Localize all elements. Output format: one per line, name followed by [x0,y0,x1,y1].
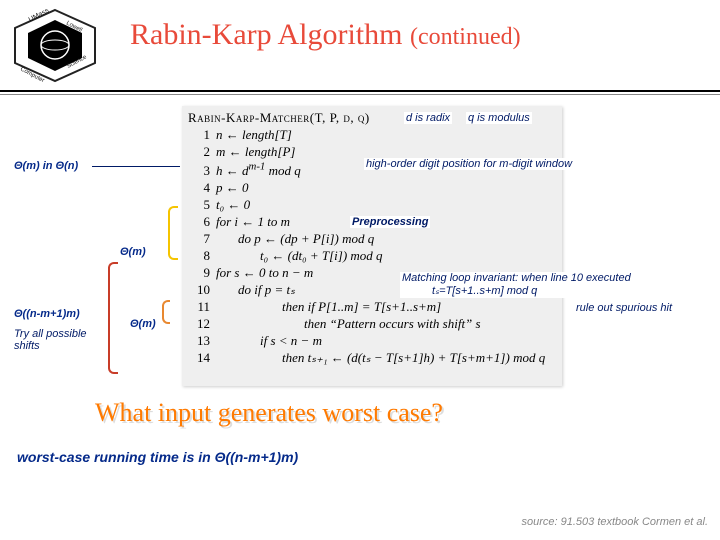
label-d-radix: d is radix [404,112,452,124]
algo-line: 12then “Pattern occurs with shift” s [188,316,556,332]
divider-thick [0,90,720,92]
algo-line: 5t₀ ← 0 [188,197,556,213]
label-matching-loop: Matching loop invariant: when line 10 ex… [400,272,710,298]
label-high-order: high-order digit position for m-digit wi… [364,158,574,170]
label-q-modulus: q is modulus [466,112,532,124]
algo-line: 13if s < n − m [188,333,556,349]
algo-line: 1n ← length[T] [188,127,556,143]
bracket-line11 [162,300,170,324]
label-try-shifts: Try all possible shifts [14,328,94,352]
algo-line: 7do p ← (dp + P[i]) mod q [188,231,556,247]
source-citation: source: 91.503 textbook Cormen et al. [522,516,709,528]
title-sub: (continued) [410,24,521,50]
label-rule-out: rule out spurious hit [574,302,674,314]
bracket-preprocessing [168,206,178,260]
matching-loop-line2: tₛ=T[s+1..s+m] mod q [402,285,537,297]
algorithm-box: Rabin-Karp-Matcher(T, P, d, q) 1n ← leng… [182,106,562,386]
label-theta-m-n: Θ(m) in Θ(n) [12,160,80,172]
big-question: What input generates worst case? [95,398,443,428]
label-preprocessing: Preprocessing [350,216,430,228]
label-theta-nm1m: Θ((n-m+1)m) [12,308,82,320]
label-theta-m-2: Θ(m) [128,318,158,330]
divider-thin [0,94,720,95]
title-main: Rabin-Karp Algorithm [130,18,410,51]
label-theta-m-1: Θ(m) [118,246,148,258]
umass-logo: UMass Lowell Computer Science [10,8,100,83]
matching-loop-line1: Matching loop invariant: when line 10 ex… [402,272,631,284]
algo-line: 4p ← 0 [188,180,556,196]
algo-line: 14then tₛ₊₁ ← (d(tₛ − T[s+1]h) + T[s+m+1… [188,350,556,366]
algo-line: 11then if P[1..m] = T[s+1..s+m] [188,299,556,315]
bracket-matching [108,262,118,374]
page-title: Rabin-Karp Algorithm (continued) [130,18,521,52]
arrow-1 [92,166,180,167]
worst-case-text: worst-case running time is in Θ((n-m+1)m… [14,448,301,466]
algo-line: 8t₀ ← (dt₀ + T[i]) mod q [188,248,556,264]
